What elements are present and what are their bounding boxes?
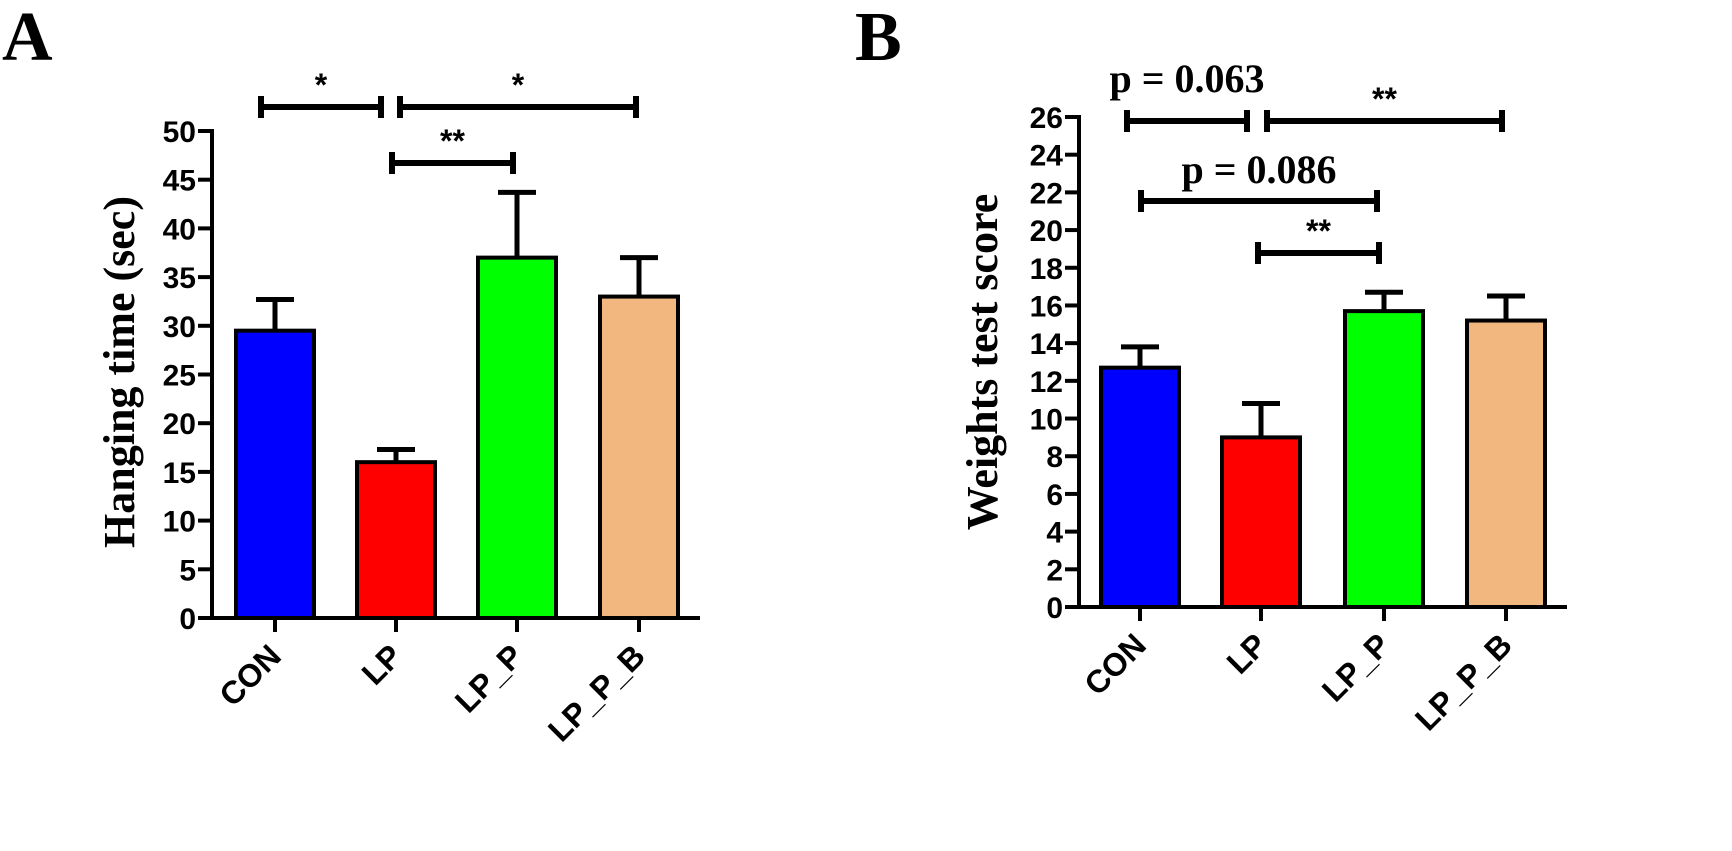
panel-a: A Hanging time (sec) 0 5 10 15 20 25 30 35 40 45 5…: [2, 0, 700, 748]
significance-label: **: [440, 123, 465, 159]
y-tick-label: 6: [1046, 479, 1063, 512]
bar-con: [1099, 365, 1181, 609]
x-tick-label: CON: [1077, 626, 1153, 702]
y-tick-label: 20: [163, 408, 196, 441]
panel-letter-b: B: [855, 0, 902, 76]
significance-label: **: [1306, 213, 1331, 249]
significance-label: *: [512, 67, 525, 103]
y-tick-label: 0: [1046, 592, 1063, 625]
bar-lp: [1220, 435, 1302, 609]
y-tick-label: 15: [163, 457, 196, 490]
y-tick-label: 45: [163, 165, 196, 198]
y-tick-label: 2: [1046, 554, 1063, 587]
bar-lp-p-b: [1465, 318, 1547, 609]
x-tick-label: LP_P_B: [541, 637, 652, 748]
y-tick-label: 14: [1030, 328, 1064, 361]
x-tick-label: LP: [355, 637, 409, 691]
significance-label: p = 0.086: [1181, 147, 1336, 192]
y-tick-label: 24: [1030, 140, 1064, 173]
y-tick-label: 10: [1030, 404, 1063, 437]
y-tick-label: 50: [163, 116, 196, 149]
y-tick-label: 16: [1030, 290, 1063, 323]
bar-lp-p: [476, 255, 558, 620]
x-tick-label: CON: [212, 637, 288, 713]
y-axis-label: Weights test score: [958, 194, 1007, 530]
y-tick-label: 25: [163, 360, 196, 393]
y-tick-label: 8: [1046, 441, 1063, 474]
y-tick-label: 4: [1046, 517, 1063, 550]
y-tick-label: 26: [1030, 102, 1063, 135]
bar-lp: [355, 460, 437, 620]
panel-letter-a: A: [2, 0, 53, 76]
bar-lp-p-b: [598, 294, 680, 620]
y-tick-label: 5: [179, 554, 196, 587]
y-tick-label: 35: [163, 262, 196, 295]
bar-con: [234, 328, 316, 620]
x-tick-label: LP_P: [1315, 626, 1397, 708]
y-tick-label: 0: [179, 603, 196, 636]
significance-label: p = 0.063: [1109, 56, 1264, 101]
significance-label: *: [315, 67, 328, 103]
y-tick-label: 40: [163, 213, 196, 246]
y-tick-label: 12: [1030, 366, 1063, 399]
y-tick-label: 10: [163, 506, 196, 539]
x-tick-label: LP_P: [448, 637, 530, 719]
y-axis-label: Hanging time (sec): [95, 196, 144, 548]
y-tick-label: 30: [163, 311, 196, 344]
y-tick-label: 18: [1030, 253, 1063, 286]
y-tick-label: 20: [1030, 215, 1063, 248]
x-tick-label: LP_P_B: [1408, 626, 1519, 737]
x-tick-label: LP: [1220, 626, 1274, 680]
bar-lp-p: [1343, 309, 1425, 609]
significance-label: **: [1372, 81, 1397, 117]
y-tick-label: 22: [1030, 177, 1063, 210]
panel-b: B Weights test score 0246810121416182022…: [855, 0, 1567, 737]
